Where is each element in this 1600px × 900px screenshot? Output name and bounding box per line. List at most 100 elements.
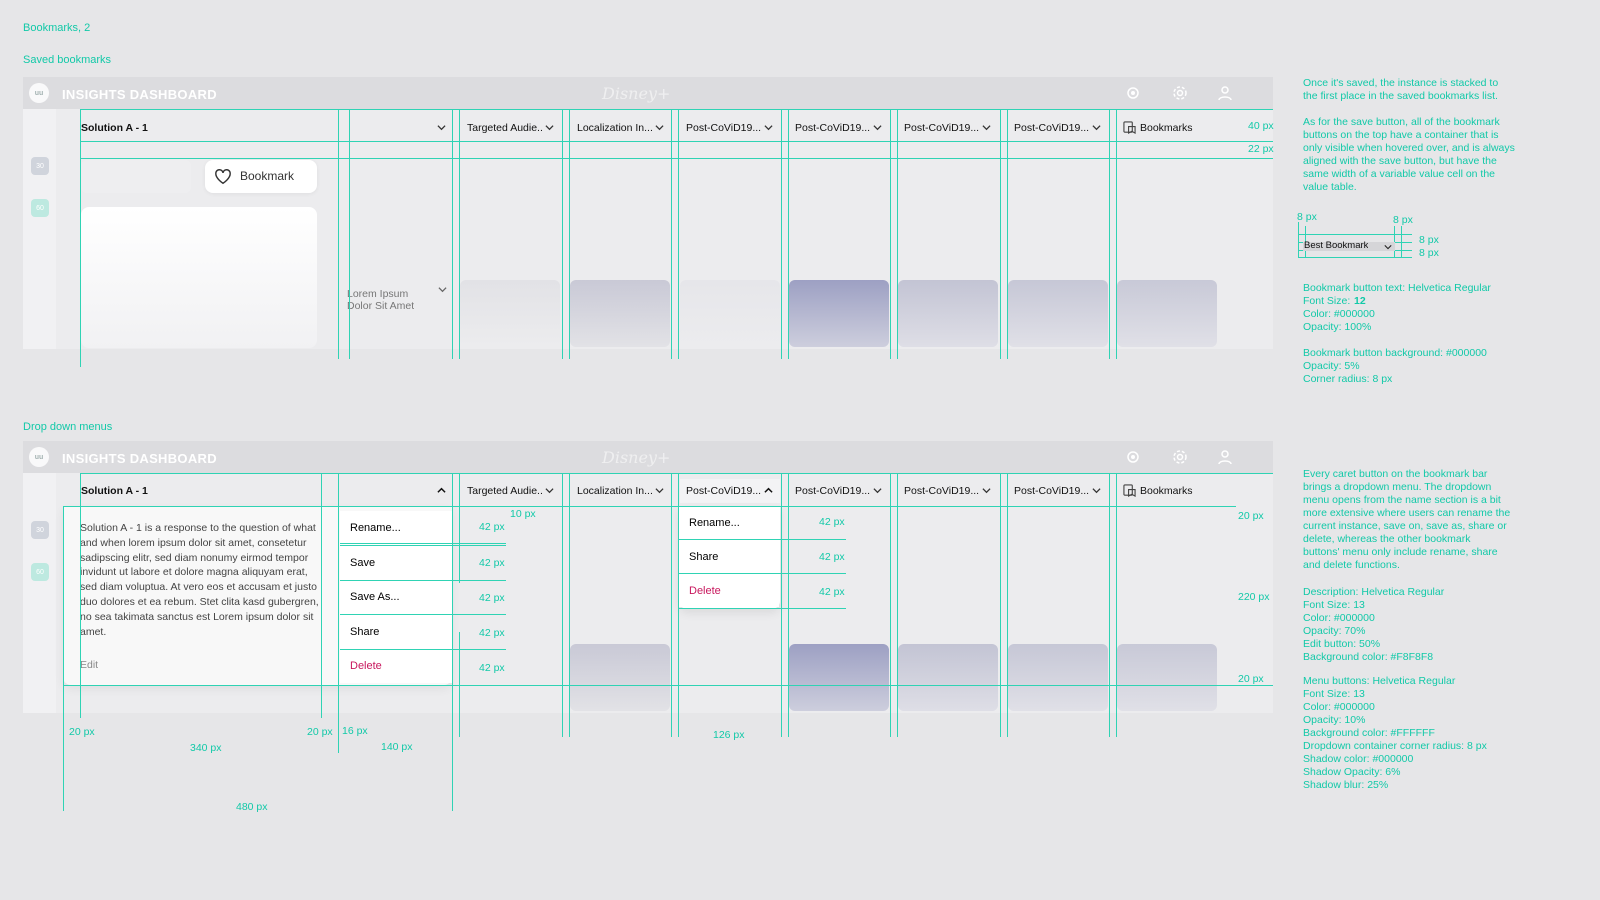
measure-label: 42 px — [479, 521, 505, 533]
bookmark-col-1[interactable]: Targeted Audie... — [467, 122, 542, 134]
search-placeholder — [81, 160, 191, 193]
sidebar-badge-60[interactable]: 60 — [31, 563, 49, 581]
solution-name[interactable]: Solution A - 1 — [81, 122, 148, 134]
sample-bookmark-button[interactable] — [1303, 242, 1395, 251]
measure-label: 8 px — [1393, 214, 1413, 226]
measure-label: 22 px — [1248, 143, 1274, 155]
spec-note: Bookmark button text: Helvetica Regular — [1303, 282, 1491, 294]
bookmark-col-4[interactable]: Post-CoViD19... — [795, 122, 870, 134]
value-tile — [898, 280, 998, 347]
value-tile — [1008, 644, 1108, 711]
chevron-down-icon[interactable] — [873, 486, 882, 495]
measure-label: 42 px — [819, 551, 845, 563]
menu-share[interactable]: Share — [340, 615, 452, 649]
settings-icon[interactable] — [1125, 449, 1141, 465]
spec-note: Color: #000000 Opacity: 100% — [1303, 308, 1375, 333]
chevron-down-icon[interactable] — [1092, 486, 1101, 495]
measure-label: 40 px — [1248, 120, 1274, 132]
small-menu-delete[interactable]: Delete — [679, 574, 779, 607]
measure-label: 42 px — [819, 586, 845, 598]
bookmark-col-5[interactable]: Post-CoViD19... — [904, 122, 979, 134]
menu-save[interactable]: Save — [340, 546, 452, 580]
measure-label: 126 px — [713, 729, 745, 741]
chevron-down-icon[interactable] — [764, 123, 773, 132]
app-title: INSIGHTS DASHBOARD — [62, 451, 217, 466]
bookmark-col-3-active[interactable] — [680, 479, 780, 503]
measure-label: 42 px — [479, 627, 505, 639]
measure-label: 8 px — [1419, 234, 1439, 246]
edit-description-button[interactable]: Edit — [80, 659, 99, 671]
bookmark-col-3[interactable]: Post-CoViD19... — [686, 122, 761, 134]
brand-logo: Disney+ — [602, 84, 671, 103]
user-icon[interactable] — [1217, 449, 1233, 465]
value-tile — [1008, 280, 1108, 347]
measure-label: 20 px — [307, 726, 333, 738]
value-tile-active — [789, 644, 889, 711]
bookmark-col-6[interactable]: Post-CoViD19... — [1014, 122, 1089, 134]
measure-label: 20 px — [1238, 673, 1264, 685]
gear-icon[interactable] — [1172, 449, 1188, 465]
sidebar-badge-30[interactable]: 30 — [31, 157, 49, 175]
app-logo: uu — [29, 83, 49, 103]
value-tile — [570, 280, 670, 347]
chevron-down-icon[interactable] — [545, 486, 554, 495]
solution-name[interactable]: Solution A - 1 — [81, 485, 148, 497]
chevron-up-icon[interactable] — [437, 486, 446, 495]
measure-label: 220 px — [1238, 591, 1270, 603]
spec-note-value: 12 — [1354, 295, 1366, 307]
app-title: INSIGHTS DASHBOARD — [62, 87, 217, 102]
bookmark-col-1[interactable]: Targeted Audie... — [467, 485, 542, 497]
menu-delete[interactable]: Delete — [340, 649, 452, 683]
chevron-down-icon[interactable] — [982, 123, 991, 132]
small-menu-share[interactable]: Share — [679, 540, 779, 573]
measure-label: 42 px — [479, 662, 505, 674]
sidebar-badge-30[interactable]: 30 — [31, 521, 49, 539]
menu-rename[interactable]: Rename... — [340, 511, 452, 545]
chevron-up-icon[interactable] — [764, 486, 773, 495]
measure-label: 20 px — [69, 726, 95, 738]
measure-label: 8 px — [1419, 247, 1439, 259]
page-title: Bookmarks, 2 — [23, 22, 91, 34]
app-logo: uu — [29, 447, 49, 467]
measure-label: 16 px — [342, 725, 368, 737]
filter-cell[interactable]: Lorem Ipsum Dolor Sit Amet — [347, 288, 415, 312]
bookmark-col-5[interactable]: Post-CoViD19... — [904, 485, 979, 497]
bookmarks-button[interactable]: Bookmarks — [1140, 122, 1193, 134]
value-tile-active — [789, 280, 889, 347]
chevron-down-icon[interactable] — [545, 123, 554, 132]
spec-note: Bookmark button background: #000000 Opac… — [1303, 347, 1487, 385]
heart-icon — [215, 169, 231, 185]
bookmarks-button[interactable]: Bookmarks — [1140, 485, 1193, 497]
chevron-down-icon[interactable] — [873, 123, 882, 132]
spec-note: Description: Helvetica Regular Font Size… — [1303, 586, 1445, 663]
chevron-down-icon[interactable] — [655, 486, 664, 495]
menu-save-as[interactable]: Save As... — [340, 580, 452, 614]
settings-icon[interactable] — [1125, 85, 1141, 101]
bookmark-col-3[interactable]: Post-CoViD19... — [686, 485, 761, 497]
chevron-down-icon[interactable] — [438, 285, 447, 294]
section-label-dropdowns: Drop down menus — [23, 421, 113, 433]
gear-icon[interactable] — [1172, 85, 1188, 101]
chevron-down-icon[interactable] — [1092, 123, 1101, 132]
spec-note: Every caret button on the bookmark bar b… — [1303, 468, 1511, 571]
user-icon[interactable] — [1217, 85, 1233, 101]
chevron-down-icon[interactable] — [655, 123, 664, 132]
measure-label: 42 px — [819, 516, 845, 528]
app-header — [23, 77, 1273, 109]
bookmark-button[interactable] — [205, 160, 317, 193]
bookmark-col-4[interactable]: Post-CoViD19... — [795, 485, 870, 497]
bookmark-col-6[interactable]: Post-CoViD19... — [1014, 485, 1089, 497]
bookmarks-icon — [1123, 484, 1136, 497]
content-card — [81, 207, 317, 348]
measure-label: 42 px — [479, 592, 505, 604]
small-menu-rename[interactable]: Rename... — [679, 507, 779, 539]
sidebar-badge-60[interactable]: 60 — [31, 199, 49, 217]
value-tile — [680, 280, 780, 347]
bookmark-col-2[interactable]: Localization In... — [577, 122, 652, 134]
bookmark-col-2[interactable]: Localization In... — [577, 485, 652, 497]
value-tile — [1117, 280, 1217, 347]
brand-logo: Disney+ — [602, 448, 671, 467]
chevron-down-icon[interactable] — [982, 486, 991, 495]
chevron-down-icon[interactable] — [437, 123, 446, 132]
measure-label: 42 px — [479, 557, 505, 569]
